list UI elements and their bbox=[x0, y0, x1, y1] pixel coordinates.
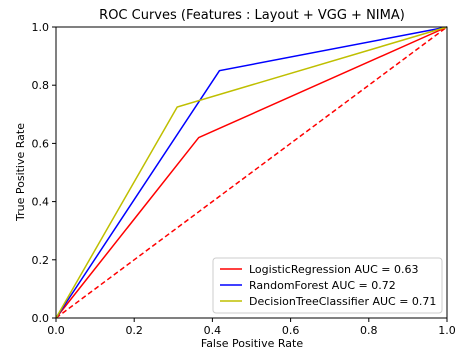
series-line-2 bbox=[55, 26, 448, 319]
series-line-1 bbox=[55, 26, 448, 319]
x-tick-label: 0.0 bbox=[47, 324, 65, 337]
plot-area: 0.0 0.2 0.4 0.6 0.8 1.0 0.0 0.2 0.4 0.6 0.8 1.0 bbox=[32, 21, 456, 337]
y-tick-label: 0.8 bbox=[32, 79, 50, 92]
y-tick-label: 0.0 bbox=[32, 312, 50, 325]
x-tick-label: 1.0 bbox=[438, 324, 456, 337]
legend-label-2: DecisionTreeClassifier AUC = 0.71 bbox=[249, 295, 436, 308]
legend-label-1: RandomForest AUC = 0.72 bbox=[249, 279, 396, 292]
reference-diagonal-line bbox=[55, 26, 448, 319]
x-tick-label: 0.4 bbox=[204, 324, 222, 337]
y-axis-label: True Positive Rate bbox=[14, 123, 27, 222]
chart-title: ROC Curves (Features : Layout + VGG + NI… bbox=[99, 8, 405, 23]
x-tick-label: 0.6 bbox=[282, 324, 300, 337]
y-tick-label: 0.2 bbox=[32, 254, 50, 267]
legend: LogisticRegression AUC = 0.63 RandomFores… bbox=[212, 257, 443, 314]
x-tick-label: 0.2 bbox=[125, 324, 143, 337]
series-line-0 bbox=[55, 26, 448, 319]
legend-box bbox=[212, 257, 443, 314]
y-tick-label: 0.6 bbox=[32, 137, 50, 150]
y-tick-label: 1.0 bbox=[32, 21, 50, 34]
legend-label-0: LogisticRegression AUC = 0.63 bbox=[249, 263, 418, 276]
y-tick-label: 0.4 bbox=[32, 196, 50, 209]
x-axis-label: False Positive Rate bbox=[201, 337, 303, 350]
x-tick-label: 0.8 bbox=[360, 324, 378, 337]
axes-frame bbox=[55, 26, 448, 319]
